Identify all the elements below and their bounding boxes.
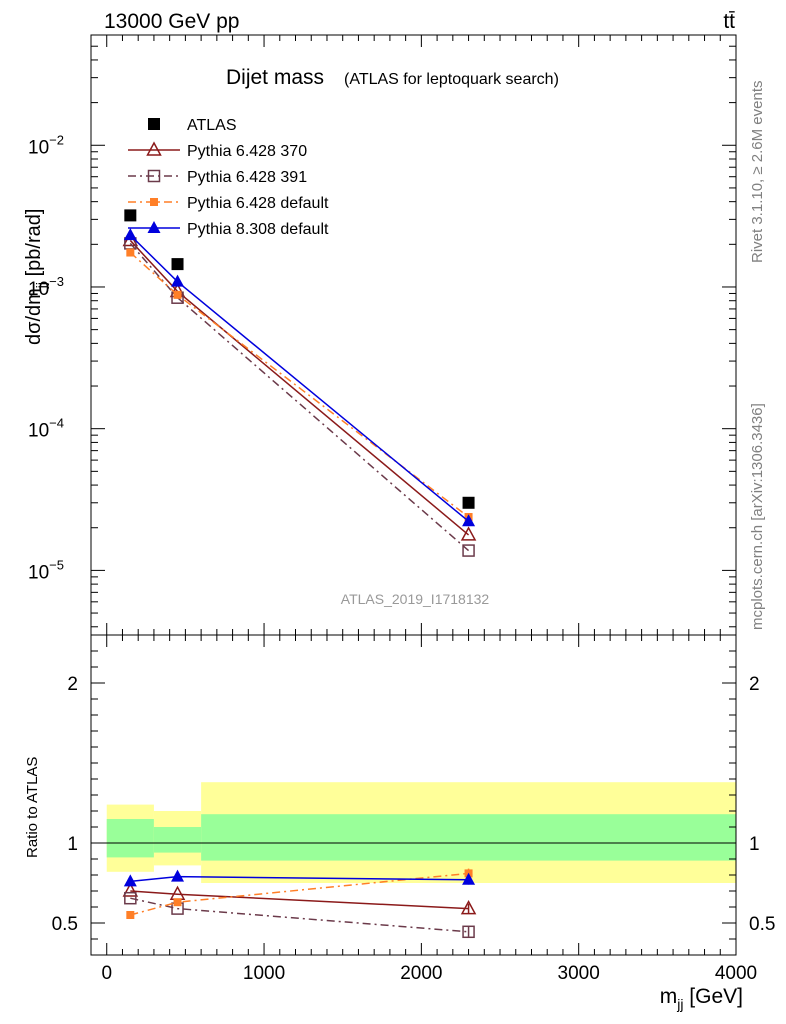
main-data-point <box>171 258 184 271</box>
legend-label: Pythia 8.308 default <box>187 221 329 238</box>
legend-marker <box>148 118 160 130</box>
ratio-xlabel: mjj [GeV] <box>660 985 743 1012</box>
main-data-point <box>460 526 477 541</box>
main-data-point <box>173 290 182 299</box>
ratio-series-line <box>130 890 469 910</box>
legend: ATLAS Pythia 6.428 370 Pythia 6.428 391 Pyt… <box>128 117 329 238</box>
main-data-point <box>462 496 475 509</box>
legend-label: Pythia 6.428 391 <box>187 169 307 186</box>
legend-marker <box>146 141 162 156</box>
main-data-point <box>462 514 476 527</box>
rivet-version-label: Rivet 3.1.10, ≥ 2.6M events <box>749 81 766 264</box>
ratio-data-point <box>122 882 139 897</box>
main-subtitle: (ATLAS for leptoquark search) <box>344 71 559 88</box>
ratio-inner-band <box>201 814 736 861</box>
legend-label: ATLAS <box>187 117 237 134</box>
ratio-frame <box>90 634 737 956</box>
main-data-point <box>171 274 185 287</box>
legend-label: Pythia 6.428 default <box>187 195 329 212</box>
ratio-data-point <box>171 869 185 882</box>
main-y-tick-label: 10−3 <box>28 274 64 300</box>
main-panel: 10−2 10−3 10−4 10−5 Dijet mass (ATLAS for l… <box>23 34 737 636</box>
ratio-x-tick-label: 1000 <box>243 963 285 984</box>
main-data-point <box>126 248 135 257</box>
ratio-y-tick-label-right: 0.5 <box>749 914 775 935</box>
source-label: mcplots.cern.ch [arXiv:1306.3436] <box>749 403 766 630</box>
main-series-line <box>129 242 470 552</box>
main-data-point <box>462 544 475 557</box>
ratio-series-line <box>130 897 469 933</box>
legend-label: Pythia 6.428 370 <box>187 143 307 160</box>
channel-label: tt̄ <box>723 10 735 33</box>
legend-marker <box>147 221 161 233</box>
ratio-x-tick-label: 0 <box>101 963 112 984</box>
main-data-point <box>123 228 137 241</box>
ratio-data-point <box>173 898 182 907</box>
process-label: 13000 GeV pp <box>104 10 239 33</box>
ratio-x-tick-label: 3000 <box>558 963 600 984</box>
main-series-line <box>129 251 470 518</box>
main-ylabel: dσ/dmjj [pb/rad] <box>23 209 49 345</box>
main-y-tick-label: 10−4 <box>28 416 64 442</box>
ratio-x-tick-label: 4000 <box>715 963 757 984</box>
legend-marker <box>150 198 158 206</box>
ratio-data-point <box>462 925 475 939</box>
main-title: Dijet mass <box>226 66 324 89</box>
ratio-inner-band <box>106 819 154 858</box>
main-data-point <box>124 209 137 222</box>
main-y-tick-label: 10−5 <box>28 557 64 583</box>
legend-marker <box>147 169 161 183</box>
ratio-data-point <box>123 874 137 887</box>
ratio-y-tick-label: 1 <box>67 834 78 855</box>
ratio-data-point <box>460 900 477 915</box>
ratio-ylabel: Ratio to ATLAS <box>24 757 41 858</box>
ratio-data-point <box>124 891 137 905</box>
main-y-tick-label: 10−2 <box>28 132 64 158</box>
ratio-panel: 0 1000 2000 3000 4000 2 2 1 1 0.5 0.5 Ratio to ATL… <box>24 634 775 1012</box>
ratio-data-point <box>126 911 135 919</box>
ratio-data-point <box>462 872 476 885</box>
ratio-y-tick-label: 2 <box>67 674 78 695</box>
ratio-inner-band <box>153 827 202 853</box>
ratio-x-tick-label: 2000 <box>400 963 442 984</box>
ratio-y-tick-label-right: 1 <box>749 834 760 855</box>
watermark: ATLAS_2019_I1718132 <box>341 591 490 607</box>
ratio-y-tick-label: 0.5 <box>52 914 78 935</box>
ratio-y-tick-label-right: 2 <box>749 674 760 695</box>
